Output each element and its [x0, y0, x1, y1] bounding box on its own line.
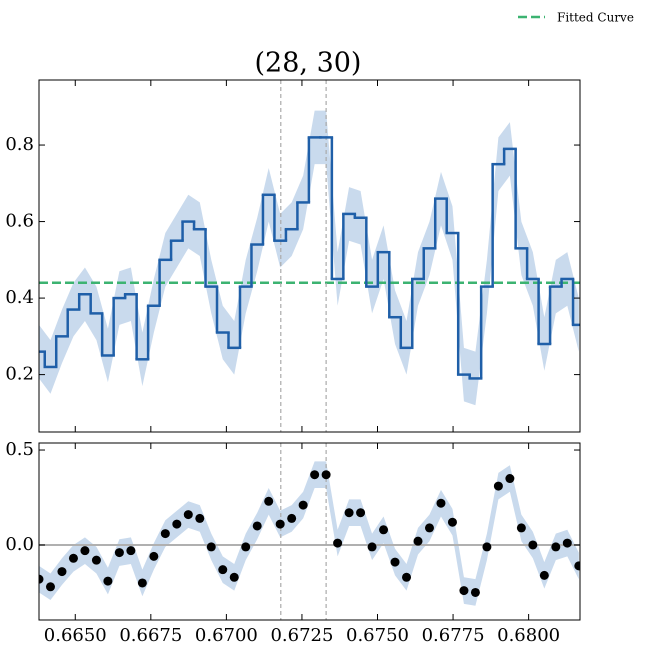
point	[505, 474, 515, 484]
y-tick-label: 0.0	[5, 534, 34, 555]
point	[287, 513, 297, 523]
chart-title: (28, 30)	[255, 48, 362, 79]
point	[206, 542, 216, 552]
point	[39, 574, 44, 584]
point	[424, 523, 434, 533]
y-tick-label: 0.2	[5, 364, 34, 385]
x-tick-label: 0.6675	[119, 625, 182, 646]
point	[367, 542, 377, 552]
y-tick-label: 0.4	[5, 287, 34, 308]
point	[57, 567, 67, 577]
point	[344, 508, 354, 518]
axes-frame	[38, 79, 581, 433]
point	[183, 510, 193, 520]
point	[436, 498, 446, 508]
point	[562, 538, 572, 548]
point	[126, 546, 136, 556]
point	[356, 508, 366, 518]
point	[402, 572, 412, 582]
x-tick-label: 0.6650	[44, 625, 107, 646]
point	[80, 546, 90, 556]
point	[310, 470, 320, 480]
y-tick-label: 0.6	[5, 211, 34, 232]
point	[321, 470, 331, 480]
point	[264, 496, 274, 506]
point	[241, 542, 251, 552]
point	[551, 542, 561, 552]
point	[459, 586, 469, 596]
point	[574, 561, 580, 571]
plot-area	[39, 80, 580, 432]
point	[103, 576, 113, 586]
point	[470, 587, 480, 597]
point	[172, 519, 182, 529]
y-tick-label: 0.8	[5, 134, 34, 155]
point	[252, 521, 262, 531]
x-tick-label: 0.6750	[346, 625, 409, 646]
error-band	[39, 461, 579, 606]
point	[195, 513, 205, 523]
point	[539, 570, 549, 580]
point	[160, 529, 170, 539]
x-tick-label: 0.6725	[270, 625, 333, 646]
point	[68, 553, 78, 563]
point	[149, 551, 159, 561]
point	[91, 555, 101, 565]
point	[528, 540, 538, 550]
legend: Fitted Curve	[518, 11, 634, 25]
point	[137, 578, 147, 588]
plot-area	[39, 443, 580, 620]
legend-label: Fitted Curve	[557, 11, 634, 25]
point	[229, 572, 239, 582]
point	[218, 565, 228, 575]
x-tick-label: 0.6700	[195, 625, 258, 646]
error-band	[39, 110, 579, 406]
x-tick-label: 0.6800	[497, 625, 560, 646]
point	[275, 519, 285, 529]
point	[482, 542, 492, 552]
x-tick-label: 0.6775	[422, 625, 485, 646]
y-tick-label: 0.5	[5, 439, 34, 460]
point	[493, 481, 503, 491]
point	[516, 523, 526, 533]
point	[390, 557, 400, 567]
point	[447, 517, 457, 527]
point	[114, 548, 124, 558]
point	[298, 500, 308, 510]
point	[45, 582, 55, 592]
point	[333, 538, 343, 548]
point	[379, 525, 389, 535]
point	[413, 536, 423, 546]
axes-frame	[38, 442, 581, 621]
